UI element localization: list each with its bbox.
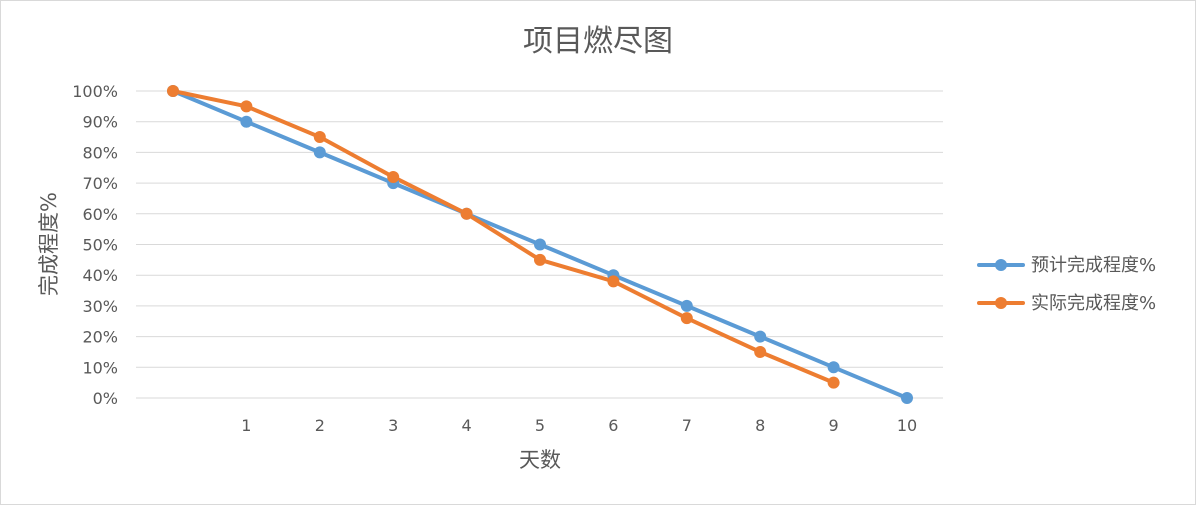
x-tick-label: 8 (755, 416, 765, 435)
series-point-2 (167, 85, 179, 97)
series-point-1 (534, 238, 546, 251)
x-tick-label: 4 (462, 416, 472, 435)
y-tick-label: 80% (82, 143, 118, 162)
y-tick-label: 0% (93, 389, 118, 408)
legend-label: 预计完成程度% (1031, 255, 1156, 276)
x-tick-label: 1 (241, 416, 251, 435)
y-tick-label: 30% (82, 297, 118, 316)
series-point-2 (680, 312, 693, 325)
x-tick-label: 7 (682, 416, 692, 435)
y-tick-label: 40% (82, 266, 118, 285)
series-point-1 (680, 299, 693, 312)
series-markers (167, 85, 913, 404)
x-tick-label: 5 (535, 416, 545, 435)
series-point-1 (827, 361, 840, 374)
x-tick-label: 10 (897, 416, 917, 435)
y-tick-labels: 0% 10% 20% 30% 40% 50% 60% 70% 80% 90% 100% (72, 82, 118, 408)
x-tick-labels: 1 2 3 4 5 6 7 8 9 10 (241, 416, 917, 435)
series-point-2 (534, 253, 546, 266)
x-tick-label: 3 (388, 416, 398, 435)
legend-label: 实际完成程度% (1031, 293, 1156, 314)
legend-marker (995, 259, 1007, 271)
y-tick-label: 50% (82, 236, 118, 255)
y-tick-label: 70% (82, 174, 118, 193)
y-tick-label: 90% (82, 113, 118, 132)
y-axis-title: 完成程度% (37, 192, 61, 296)
x-tick-label: 2 (315, 416, 325, 435)
y-tick-label: 10% (82, 358, 118, 377)
x-axis-title: 天数 (519, 448, 561, 472)
legend: 预计完成程度% 实际完成程度% (977, 255, 1156, 314)
series-point-2 (313, 131, 326, 144)
series-point-2 (387, 170, 400, 183)
chart-title: 项目燃尽图 (523, 24, 673, 59)
y-tick-label: 100% (72, 82, 118, 101)
series-point-1 (901, 392, 913, 404)
series-point-2 (240, 100, 253, 113)
series-point-2 (827, 376, 840, 389)
y-tick-label: 20% (82, 328, 118, 347)
series-point-2 (754, 345, 767, 358)
series-point-1 (240, 115, 253, 128)
x-tick-label: 9 (829, 416, 839, 435)
legend-marker (995, 297, 1007, 309)
series-point-2 (607, 275, 620, 288)
series-point-2 (460, 207, 473, 220)
x-tick-label: 6 (608, 416, 618, 435)
series-line-2 (171, 89, 836, 385)
series-point-1 (754, 330, 767, 343)
series-point-1 (313, 146, 326, 159)
y-tick-label: 60% (82, 205, 118, 224)
